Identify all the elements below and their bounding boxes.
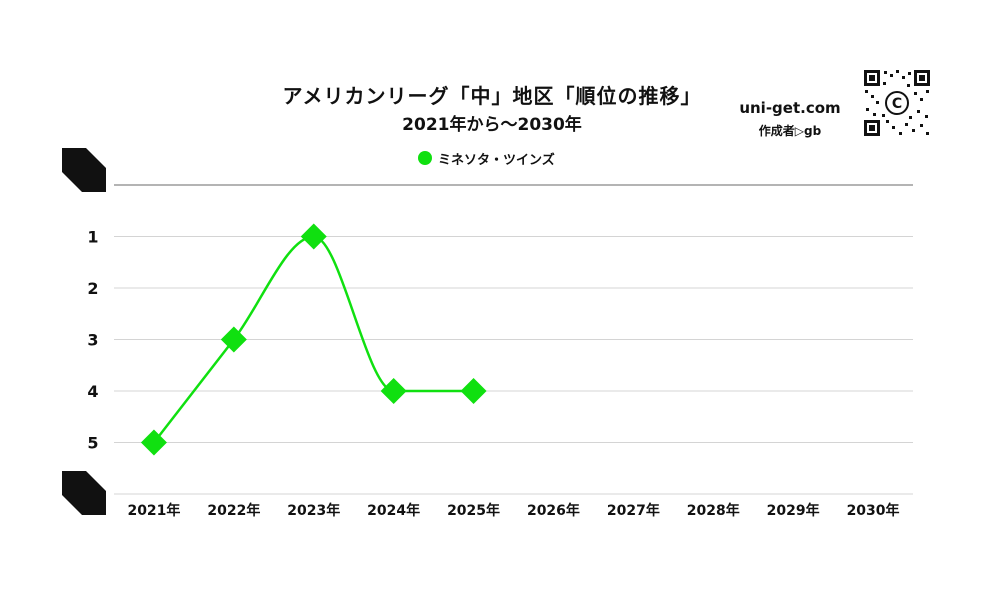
- y-tick-label: 1: [87, 228, 98, 247]
- site-name: uni-get.com: [739, 99, 841, 117]
- y-tick-label: 4: [87, 382, 98, 401]
- data-point-marker: [460, 378, 487, 404]
- x-tick-label: 2022年: [207, 502, 260, 519]
- x-tick-label: 2026年: [527, 502, 580, 519]
- x-tick-label: 2023年: [287, 502, 340, 519]
- data-point-marker: [300, 223, 327, 250]
- y-tick-label: 3: [87, 331, 98, 350]
- chart-legend: ミネソタ・ツインズ: [418, 149, 555, 168]
- legend-marker: [418, 151, 432, 165]
- y-tick-label: 5: [87, 434, 98, 453]
- chart-title: アメリカンリーグ「中」地区「順位の推移」: [282, 84, 702, 108]
- x-tick-label: 2024年: [367, 502, 420, 519]
- y-tick-label: 2: [87, 279, 98, 298]
- data-point-marker: [140, 429, 167, 456]
- data-point-marker: [220, 326, 247, 353]
- x-tick-label: 2028年: [687, 502, 740, 519]
- corner-brackets: [62, 148, 106, 515]
- qr-code-icon: C: [862, 68, 932, 138]
- legend-label: ミネソタ・ツインズ: [438, 152, 555, 168]
- x-tick-label: 2025年: [447, 502, 500, 519]
- data-point-marker: [380, 378, 407, 404]
- x-tick-label: 2029年: [767, 502, 820, 519]
- author-credit: 作成者▷gb: [758, 124, 822, 138]
- x-tick-label: 2030年: [847, 502, 900, 519]
- chart-subtitle: 2021年から〜2030年: [402, 115, 582, 135]
- svg-text:C: C: [892, 96, 902, 112]
- x-tick-label: 2021年: [127, 502, 180, 519]
- x-tick-label: 2027年: [607, 502, 660, 519]
